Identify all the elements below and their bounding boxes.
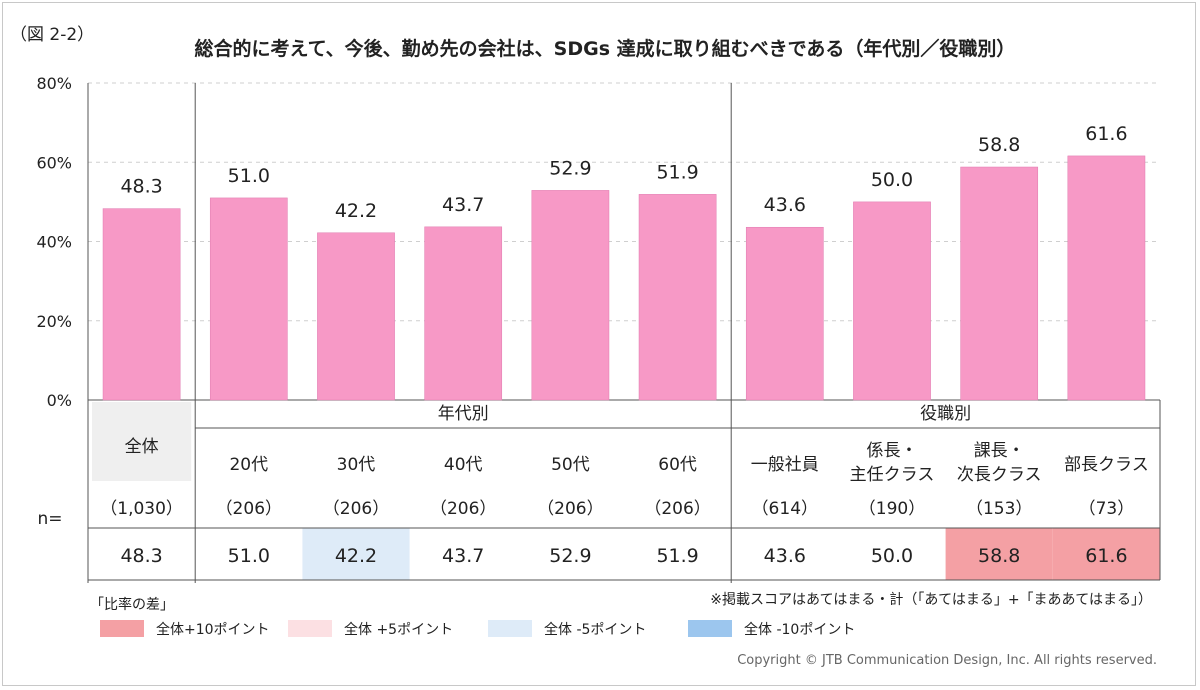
bar-value-label: 50.0 [871,169,913,191]
bar [745,226,824,401]
bar [960,166,1039,401]
ratio-value: 48.3 [120,545,162,567]
ratio-value: 52.9 [549,545,591,567]
sample-size: （1,030） [100,499,183,519]
figure-label: （図 2-2） [10,25,94,45]
legend-label: 全体+10ポイント [156,621,270,638]
y-tick-label: 40% [36,233,72,252]
bar [638,194,717,401]
score-note: ※掲載スコアはあてはまる・計（「あてはまる」+「まああてはまる」） [710,592,1152,608]
legend-label: 全体 -5ポイント [544,621,646,638]
bar [102,208,181,401]
ratio-value: 43.6 [764,545,806,567]
legend-label: 全体 +5ポイント [344,621,453,638]
header-cell-all [92,402,192,481]
sample-size: （206） [537,499,603,519]
ratio-value: 51.9 [656,545,698,567]
ratio-highlight-cell [945,528,1053,580]
sample-size: （206） [216,499,282,519]
n-label: n= [37,509,62,529]
category-label: 全体 [125,437,159,457]
category-label: 部長クラス [1064,455,1149,475]
bar [853,201,931,401]
ratio-value: 43.7 [442,545,484,567]
sample-size: （153） [966,499,1032,519]
legend-swatch [488,620,532,637]
bars [102,155,1146,401]
bar [209,197,288,401]
group-header-age: 年代別 [438,404,489,424]
ratio-value: 58.8 [978,545,1020,567]
bar [424,226,503,401]
ratio-highlight-cell [302,528,410,580]
category-label: 課長・ [974,441,1025,461]
legend-swatch [688,620,732,637]
y-axis: 80% 60% 40% 20% 0% [36,74,72,410]
category-label: 40代 [444,455,483,475]
category-label: 主任クラス [850,465,935,485]
legend-heading: 「比率の差」 [90,596,174,613]
gridlines [87,82,1160,583]
y-tick-label: 80% [36,74,72,93]
y-tick-label: 60% [36,153,72,172]
bar-value-label: 51.9 [656,161,698,183]
legend-swatch [100,620,144,637]
copyright: Copyright © JTB Communication Design, In… [737,653,1157,668]
sample-size: （190） [859,499,925,519]
legend-label: 全体 -10ポイント [744,621,855,638]
bar-value-label: 42.2 [335,200,377,222]
bar [317,232,395,401]
y-tick-label: 20% [36,312,72,331]
sample-size: （206） [323,499,389,519]
legend: 「比率の差」全体+10ポイント 全体 +5ポイント 全体 -5ポイント 全体 -10ポ… [90,596,855,638]
bar-value-label: 43.7 [442,194,484,216]
bar-value-label: 43.6 [764,194,806,216]
bar-value-label: 52.9 [549,157,591,179]
ratio-value: 61.6 [1085,545,1127,567]
sample-size: （206） [430,499,496,519]
bar [531,190,610,401]
category-label: 一般社員 [751,455,819,475]
category-label: 次長クラス [957,465,1042,485]
category-label: 50代 [551,455,590,475]
legend-swatch [288,620,332,637]
bar-value-label: 61.6 [1085,123,1127,145]
category-label: 30代 [337,455,376,475]
value-labels: 48.3 51.0 42.2 43.7 52.9 51.9 43.6 50.0 58.8 61.6 [120,123,1127,222]
sample-size: （206） [644,499,710,519]
ratio-value: 51.0 [228,545,270,567]
category-label: 20代 [229,455,268,475]
ratio-value: 50.0 [871,545,913,567]
ratio-value: 42.2 [335,545,377,567]
category-label: 係長・ [867,441,918,461]
group-header-position: 役職別 [920,404,971,424]
sample-size: （614） [752,499,818,519]
y-tick-label: 0% [47,391,72,410]
bar [1067,155,1146,401]
ratio-highlight-cell [1052,528,1160,580]
bar-value-label: 48.3 [120,176,162,198]
bar-value-label: 51.0 [228,165,270,187]
category-label: 60代 [658,455,697,475]
chart-title: 総合的に考えて、今後、勤め先の会社は、SDGs 達成に取り組むべきである（年代別… [195,37,1016,60]
sample-size: （73） [1079,499,1135,519]
bar-value-label: 58.8 [978,134,1020,156]
